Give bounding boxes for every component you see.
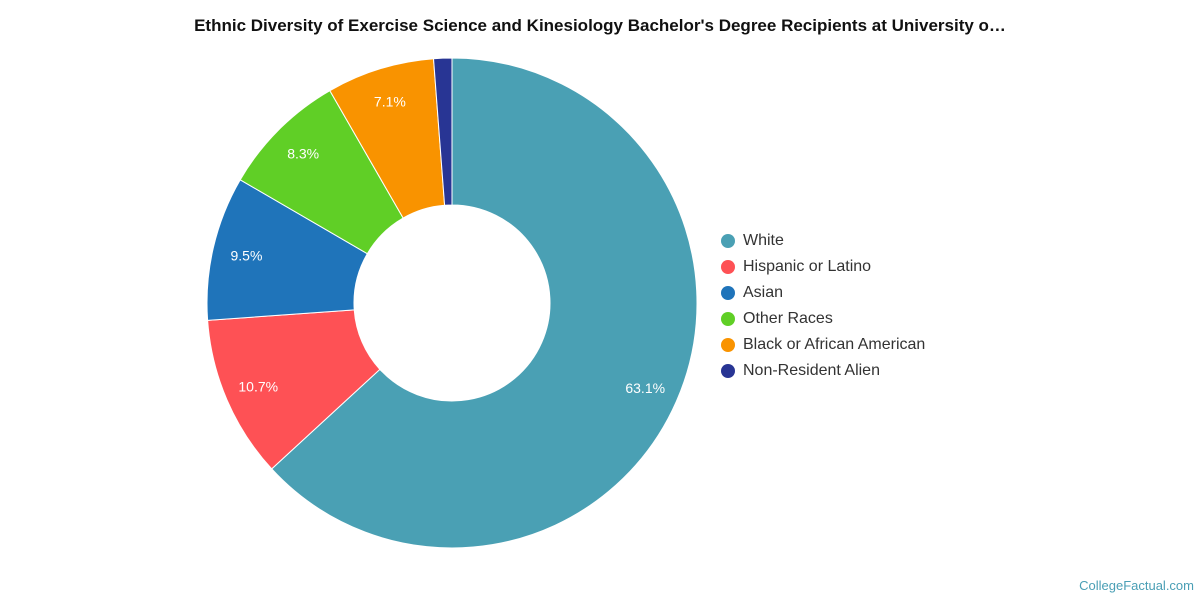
legend-label: Hispanic or Latino [743,258,872,275]
legend-item-white[interactable]: White [721,228,925,254]
slice-non-resident-alien[interactable] [432,57,453,206]
legend-label: Asian [743,284,784,301]
slice-label-asian: 9.5% [230,247,262,263]
slice-label-black-or-african-american: 7.1% [374,93,406,109]
legend-marker-icon [721,234,735,248]
slice-label-hispanic-or-latino: 10.7% [238,379,278,395]
legend-label: Non-Resident Alien [743,362,880,379]
legend-marker-icon [721,338,735,352]
chart-slice-labels: 63.1% 10.7% 9.5% 8.3% 7.1% [230,93,665,395]
slice-label-other-races: 8.3% [287,145,319,161]
legend-item-asian[interactable]: Asian [721,280,925,306]
chart-legend: White Hispanic or Latino Asian Other Races B… [721,228,925,384]
legend-marker-icon [721,312,735,326]
chart-title: Ethnic Diversity of Exercise Science and… [194,16,1006,35]
slice-label-white: 63.1% [625,380,665,396]
slice-hispanic-or-latino[interactable] [207,309,381,470]
legend-label: White [743,232,784,249]
chart-slices [206,57,698,549]
legend-marker-icon [721,364,735,378]
legend-item-non-resident-alien[interactable]: Non-Resident Alien [721,358,925,384]
slice-white[interactable] [270,57,698,549]
legend-marker-icon [721,260,735,274]
legend-label: Other Races [743,310,833,327]
source-watermark[interactable]: CollegeFactual.com [1079,578,1194,593]
legend-marker-icon [721,286,735,300]
legend-label: Black or African American [743,336,926,353]
legend-item-black-or-african-american[interactable]: Black or African American [721,332,925,358]
legend-item-other-races[interactable]: Other Races [721,306,925,332]
legend-item-hispanic-or-latino[interactable]: Hispanic or Latino [721,254,925,280]
